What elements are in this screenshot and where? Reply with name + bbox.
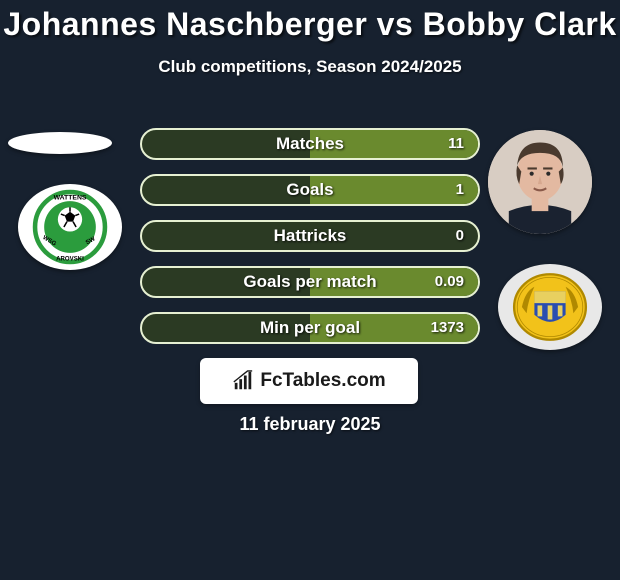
bar-chart-icon [232, 370, 254, 392]
svg-text:WATTENS: WATTENS [54, 195, 87, 202]
stat-row: 1Goals [140, 174, 480, 206]
right-club-crest [498, 264, 602, 350]
stat-value-right: 1373 [431, 314, 464, 342]
left-player-avatar [8, 132, 112, 154]
salzburg-crest-icon [504, 268, 596, 346]
stat-value-right: 1 [456, 176, 464, 204]
stat-value-right: 11 [448, 130, 464, 158]
fctables-logo-text: FcTables.com [260, 370, 385, 392]
stat-row: 0Hattricks [140, 220, 480, 252]
stat-value-right: 0.09 [435, 268, 464, 296]
stat-label: Hattricks [142, 222, 478, 250]
page-subtitle: Club competitions, Season 2024/2025 [0, 57, 620, 77]
stat-fill-right [310, 176, 478, 204]
svg-text:AROVSKI: AROVSKI [56, 255, 84, 262]
player-portrait-icon [488, 130, 592, 234]
stat-row: 0.09Goals per match [140, 266, 480, 298]
page-title: Johannes Naschberger vs Bobby Clark [0, 6, 620, 43]
wattens-crest-icon: WATTENS WSG SW AROVSKI [25, 189, 115, 265]
stats-panel: 11Matches 1Goals 0Hattricks 0.09Goals per m… [140, 128, 480, 358]
footer-date: 11 february 2025 [0, 414, 620, 435]
left-club-crest: WATTENS WSG SW AROVSKI [18, 184, 122, 270]
fctables-logo: FcTables.com [200, 358, 418, 404]
stat-row: 1373Min per goal [140, 312, 480, 344]
stat-row: 11Matches [140, 128, 480, 160]
right-player-avatar [488, 130, 592, 234]
stat-value-right: 0 [456, 222, 464, 250]
